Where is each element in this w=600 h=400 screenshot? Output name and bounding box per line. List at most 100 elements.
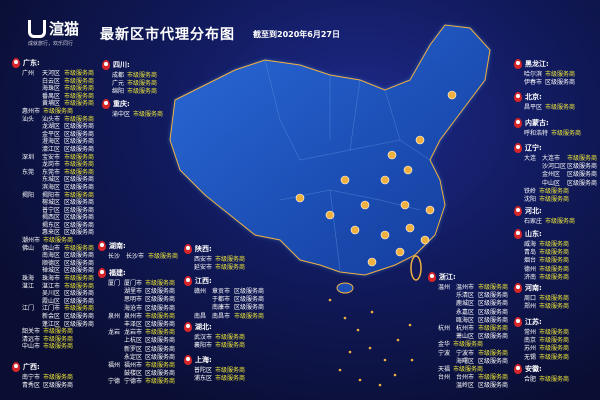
province-name: 上海: bbox=[195, 356, 212, 364]
map-pin-icon[interactable] bbox=[400, 200, 410, 210]
district-name: 番禺区 bbox=[42, 92, 61, 100]
list-item: 湛江 湛江市 市级服务商 bbox=[12, 283, 94, 291]
list-item: 海沧市 区级服务商 bbox=[98, 305, 175, 313]
district-name: 揭东区 bbox=[42, 221, 61, 229]
service-level: 市级服务商 bbox=[64, 85, 95, 93]
city-name bbox=[524, 163, 542, 171]
service-level: 区级服务商 bbox=[64, 229, 95, 237]
island-dot bbox=[408, 323, 412, 327]
city-name: 杭州 bbox=[438, 325, 451, 333]
map-pin-icon[interactable] bbox=[380, 175, 390, 185]
province-header: 广西: bbox=[12, 362, 73, 372]
district-name: 杭州市 bbox=[456, 325, 475, 333]
city-name: 周口 bbox=[524, 295, 537, 302]
service-level: 市级服务商 bbox=[539, 241, 570, 248]
list-item: 鼓楼区 区级服务商 bbox=[98, 370, 175, 378]
island-dot bbox=[343, 316, 347, 320]
list-item: 榕城区 区级服务商 bbox=[12, 199, 94, 207]
service-level: 市级服务商 bbox=[539, 295, 570, 302]
map-pin-icon[interactable] bbox=[325, 210, 335, 220]
map-pin-icon[interactable] bbox=[405, 223, 415, 233]
list-item: 韶关市 市级服务商 bbox=[12, 328, 94, 336]
district-name: 沙河口区 bbox=[542, 163, 567, 171]
list-item: 泉州 泉州市 市级服务商 bbox=[98, 313, 175, 321]
map-pin-icon[interactable] bbox=[340, 175, 350, 185]
service-level: 市级服务商 bbox=[64, 168, 95, 176]
district-name: 滨海区 bbox=[42, 183, 61, 191]
list-item: 新会区 区级服务商 bbox=[12, 313, 94, 321]
list-item: 中山区 区级服务商 bbox=[514, 180, 597, 188]
district-name: 大连市 bbox=[542, 155, 561, 162]
province-name: 陕西: bbox=[195, 245, 212, 253]
city-name: 哈尔滨 bbox=[524, 71, 543, 78]
map-pin-icon[interactable] bbox=[387, 150, 397, 160]
service-level: 市级服务商 bbox=[64, 115, 95, 123]
map-pin-icon[interactable] bbox=[295, 193, 305, 203]
map-pin-icon[interactable] bbox=[380, 230, 390, 240]
service-level: 市级服务商 bbox=[539, 376, 570, 383]
province-header: 北京: bbox=[514, 92, 575, 102]
service-level: 市级服务商 bbox=[64, 275, 95, 283]
province-name: 辽宁: bbox=[525, 144, 542, 152]
location-pin-icon bbox=[514, 206, 522, 216]
district-name: 龙湖区 bbox=[42, 123, 61, 131]
list-item: 佛山 佛山市 市级服务商 bbox=[12, 245, 94, 253]
district-name: 泉州市 bbox=[124, 312, 143, 320]
district-name: 湖里市 bbox=[124, 288, 143, 296]
province-group: 辽宁: 大连 大连市 市级服务商 沙河口区 区级服务商 金州区 区级服务商 中山区 区级服务商 铁岭… bbox=[514, 143, 597, 204]
city-name: 南宁市 bbox=[22, 374, 41, 381]
list-item: 永定区 区级服务商 bbox=[98, 354, 175, 362]
city-name: 延安市 bbox=[194, 264, 213, 272]
list-item: 绵阳 市级服务商 bbox=[102, 88, 157, 96]
service-level: 市级服务商 bbox=[539, 257, 570, 265]
location-pin-icon bbox=[514, 59, 522, 69]
city-name: 成都 bbox=[112, 72, 125, 79]
service-level: 区级服务商 bbox=[145, 370, 176, 378]
district-name: 于都市 bbox=[212, 296, 231, 304]
list-item: 蓬江区 区级服务商 bbox=[12, 321, 94, 329]
service-level: 区级服务商 bbox=[567, 171, 598, 179]
province-group: 安徽: 合肥 市级服务商 bbox=[514, 364, 569, 384]
city-name bbox=[22, 100, 42, 108]
service-level: 区级服务商 bbox=[478, 316, 509, 324]
map-pin-icon[interactable] bbox=[395, 247, 405, 257]
city-name: 宁德 bbox=[108, 378, 121, 386]
list-item: 南宁市 市级服务商 bbox=[12, 374, 73, 382]
map-pin-icon[interactable] bbox=[420, 235, 430, 245]
list-item: 海曙区 区级服务商 bbox=[428, 358, 508, 366]
city-name bbox=[22, 207, 42, 215]
province-group: 黑龙江: 哈尔滨 市级服务商 伊春市 区级服务商 bbox=[514, 59, 575, 87]
page-title: 最新区市代理分布图 bbox=[100, 27, 235, 43]
list-item: 温州 温州市 市级服务商 bbox=[428, 284, 508, 292]
map-pin-icon[interactable] bbox=[360, 200, 370, 210]
service-level: 市级服务商 bbox=[539, 353, 570, 361]
city-name bbox=[194, 304, 212, 312]
district-name: 白云区 bbox=[42, 77, 61, 85]
city-name bbox=[22, 267, 42, 275]
island-dot bbox=[383, 358, 387, 362]
list-item: 襄阳市 市级服务商 bbox=[184, 342, 245, 350]
map-pin-icon[interactable] bbox=[350, 225, 360, 235]
district-name: 南昌市 bbox=[212, 312, 231, 320]
district-name: 东莞市 bbox=[42, 168, 61, 176]
map-pin-icon[interactable] bbox=[403, 165, 413, 175]
list-item: 江门 江门市 市级服务商 bbox=[12, 305, 94, 313]
list-item: 新罗区 区级服务商 bbox=[98, 346, 175, 354]
map-pin-icon[interactable] bbox=[447, 90, 457, 100]
city-name: 无锡 bbox=[524, 353, 537, 361]
map-pin-icon[interactable] bbox=[415, 135, 425, 145]
city-name bbox=[108, 354, 124, 362]
province-header: 河南: bbox=[514, 283, 569, 293]
city-name bbox=[108, 288, 124, 296]
city-name: 潮州市 bbox=[22, 237, 41, 245]
province-group: 广西: 南宁市 市级服务商 青秀区 区级服务商 bbox=[12, 362, 73, 390]
province-group: 重庆: 渝中区 市级服务商 bbox=[102, 99, 163, 119]
city-name: 伊春市 bbox=[524, 79, 543, 87]
service-level: 市级服务商 bbox=[215, 342, 246, 350]
city-name: 长沙 bbox=[108, 253, 121, 260]
city-name bbox=[22, 131, 42, 139]
map-pin-icon[interactable] bbox=[425, 205, 435, 215]
province-header: 四川: bbox=[102, 60, 157, 70]
map-pin-icon[interactable] bbox=[367, 257, 377, 267]
province-header: 江苏: bbox=[514, 317, 569, 327]
